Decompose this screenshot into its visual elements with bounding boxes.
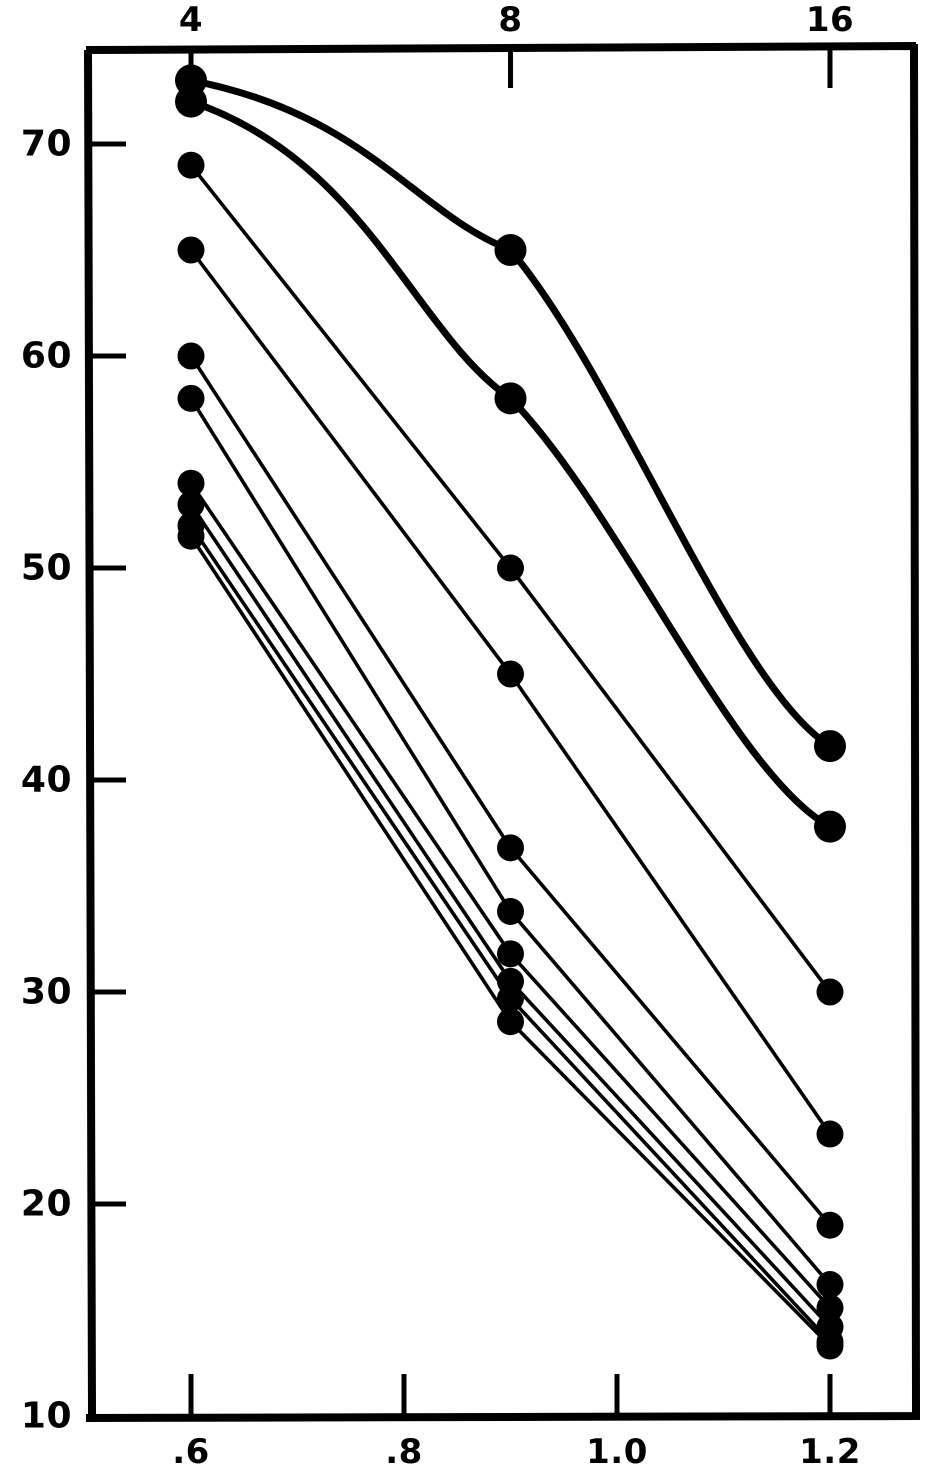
data-point-s5-p2 — [497, 834, 524, 862]
data-point-s1-p2 — [494, 234, 527, 266]
series-line-5 — [189, 354, 832, 1227]
series-line-2 — [187, 98, 834, 831]
data-point-s6-p3 — [816, 1271, 844, 1299]
bottom-tick-label-0: .6 — [172, 1432, 210, 1472]
data-point-s6-p2 — [497, 897, 524, 925]
axis-tick-marks — [90, 49, 833, 1415]
series-markers — [175, 64, 846, 1360]
data-point-s6-p1 — [177, 384, 205, 412]
bottom-tick-label-2: 1.0 — [586, 1432, 648, 1472]
data-point-s10-p2 — [497, 1008, 524, 1036]
top-tick-label-2: 16 — [805, 0, 855, 40]
data-point-s10-p1 — [177, 522, 205, 550]
left-tick-label-1: 60 — [20, 335, 72, 377]
axis-frame — [84, 41, 921, 1423]
data-point-s7-p3 — [816, 1294, 844, 1322]
left-tick-label-3: 40 — [20, 759, 72, 801]
left-tick-label-0: 70 — [20, 123, 72, 165]
data-point-s1-p3 — [814, 730, 846, 763]
data-point-s4-p3 — [816, 1120, 844, 1148]
data-point-s4-p1 — [177, 236, 205, 264]
bottom-tick-label-1: .8 — [385, 1432, 423, 1472]
data-point-s3-p2 — [497, 554, 524, 582]
bottom-tick-label-3: 1.2 — [799, 1432, 861, 1472]
data-point-s3-p3 — [816, 978, 844, 1006]
series-line-7 — [189, 481, 832, 1310]
data-point-s8-p1 — [177, 490, 205, 518]
data-point-s10-p3 — [816, 1332, 844, 1360]
top-tick-label-1: 8 — [498, 0, 523, 40]
series-line-1 — [187, 76, 834, 750]
top-tick-label-0: 4 — [178, 0, 204, 40]
data-point-s2-p3 — [814, 810, 846, 843]
data-point-s3-p1 — [177, 151, 205, 179]
left-tick-label-4: 30 — [20, 971, 72, 1013]
left-tick-label-5: 20 — [20, 1183, 72, 1225]
series-lines — [187, 76, 834, 1348]
data-point-s9-p2 — [497, 984, 524, 1012]
left-tick-label-6: 10 — [20, 1395, 72, 1437]
data-point-s2-p1 — [175, 85, 207, 118]
left-tick-label-2: 50 — [20, 547, 72, 589]
data-point-s7-p2 — [497, 940, 524, 968]
data-point-s4-p2 — [497, 660, 524, 688]
data-point-s2-p2 — [494, 382, 527, 415]
data-point-s5-p1 — [177, 342, 205, 370]
data-point-s5-p3 — [816, 1211, 844, 1239]
data-point-s7-p1 — [177, 469, 205, 497]
